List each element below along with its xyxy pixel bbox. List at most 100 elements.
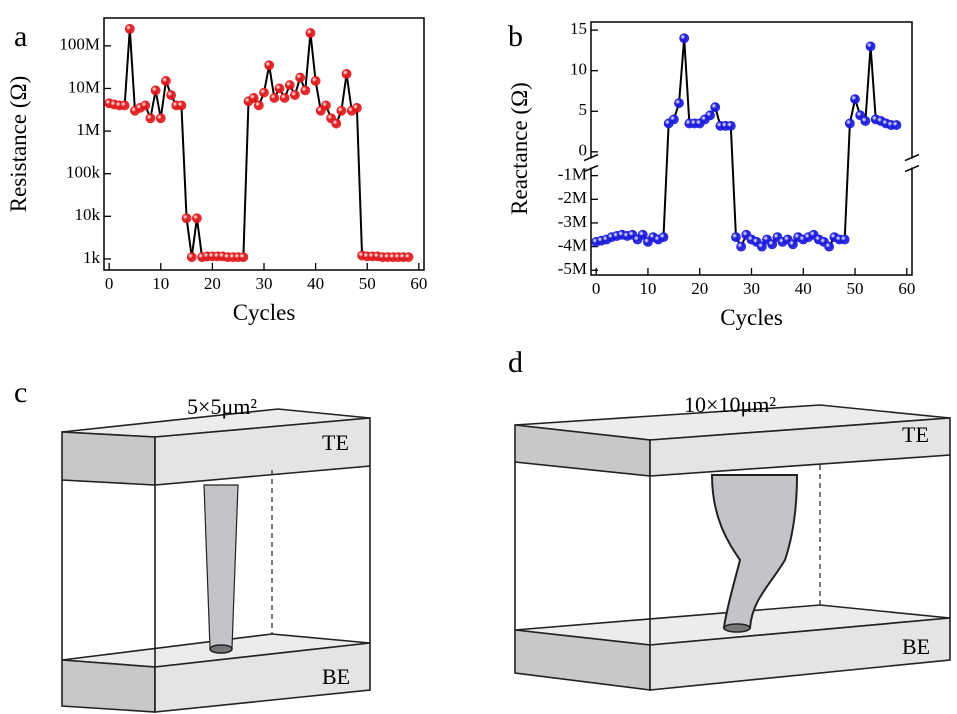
data-point <box>865 41 876 52</box>
x-tick-label: 60 <box>410 274 427 293</box>
y-tick-label: 10k <box>75 205 101 224</box>
data-point <box>161 76 171 86</box>
filament <box>203 484 239 649</box>
data-line <box>595 38 897 249</box>
data-point <box>253 100 264 111</box>
data-point <box>839 234 850 245</box>
x-tick-label: 50 <box>847 279 864 298</box>
electrode-label: BE <box>902 634 930 659</box>
x-tick-label: 60 <box>898 279 915 298</box>
data-point <box>305 28 316 38</box>
data-point <box>274 83 285 94</box>
data-point <box>321 100 331 111</box>
axis-break-mark <box>583 153 599 162</box>
x-axis-title: Cycles <box>233 300 296 325</box>
electrode-label: TE <box>902 422 929 447</box>
x-tick-label: 20 <box>691 279 708 298</box>
x-tick-label: 10 <box>152 274 169 293</box>
plot-frame <box>103 17 425 271</box>
filament-base <box>209 644 233 654</box>
data-point <box>668 114 679 125</box>
y-axis-title: Resistance (Ω) <box>6 76 31 213</box>
data-point <box>140 100 151 111</box>
panel-label: d <box>508 346 523 379</box>
x-tick-label: 40 <box>307 274 324 293</box>
data-point <box>269 93 280 103</box>
data-point <box>637 229 648 240</box>
x-tick-label: 40 <box>795 279 812 298</box>
y-tick-label: 10 <box>570 60 587 79</box>
data-point <box>176 100 187 111</box>
y-tick-label: -4M <box>558 236 587 255</box>
data-point <box>844 118 855 129</box>
panel-label: c <box>14 376 27 409</box>
data-point <box>300 85 311 96</box>
data-point <box>824 241 835 252</box>
y-tick-label: -3M <box>558 212 587 231</box>
data-point <box>731 232 741 243</box>
data-point <box>295 72 306 83</box>
data-point <box>284 80 295 90</box>
data-point <box>850 94 860 104</box>
data-point <box>679 33 690 44</box>
data-point <box>124 23 135 34</box>
data-point <box>119 100 130 111</box>
data-point <box>186 252 197 263</box>
data-point <box>710 102 721 113</box>
panel-label: b <box>508 20 523 53</box>
data-point <box>181 213 192 224</box>
data-point <box>788 239 798 250</box>
y-tick-label: 5 <box>579 100 588 119</box>
x-tick-label: 0 <box>592 279 601 298</box>
data-point <box>403 252 414 263</box>
electrode-label: TE <box>322 430 349 455</box>
x-tick-label: 20 <box>204 274 221 293</box>
y-tick-label: 1k <box>83 248 101 267</box>
y-tick-label: -5M <box>558 259 587 278</box>
data-point <box>248 93 259 103</box>
device-diagram <box>61 408 371 713</box>
axis-break-gap <box>588 158 594 168</box>
data-point <box>767 239 778 250</box>
data-point <box>166 90 176 100</box>
data-point <box>279 93 290 103</box>
y-tick-label: 10M <box>68 77 100 96</box>
data-point <box>756 241 767 252</box>
data-point <box>891 120 902 130</box>
data-point <box>341 68 352 79</box>
x-tick-label: 10 <box>639 279 656 298</box>
data-point <box>145 113 156 124</box>
data-point <box>310 76 321 86</box>
data-line <box>108 28 409 259</box>
y-tick-label: 15 <box>570 19 587 38</box>
y-tick-label: 100M <box>59 35 100 54</box>
data-point <box>725 120 736 131</box>
data-point <box>705 110 715 121</box>
data-point <box>658 232 669 243</box>
data-point <box>238 252 249 263</box>
x-tick-label: 0 <box>105 274 114 293</box>
data-point <box>736 241 747 252</box>
axis-break-mark <box>583 164 599 173</box>
data-point <box>150 85 161 96</box>
y-tick-label: -2M <box>558 188 587 207</box>
panel-label: a <box>14 20 27 53</box>
device-diagram <box>514 404 951 691</box>
y-tick-label: 100k <box>66 163 101 182</box>
axis-break-gap <box>909 158 915 168</box>
data-point <box>259 87 269 98</box>
filament-base <box>723 623 751 633</box>
data-point <box>336 105 347 116</box>
y-tick-label: -1M <box>558 165 587 184</box>
x-axis-title: Cycles <box>720 305 783 330</box>
plate-face <box>61 431 156 486</box>
area-label: 5×5μm² <box>187 394 257 419</box>
filament <box>710 474 799 629</box>
axis-break-mark <box>904 153 920 162</box>
area-label: 10×10μm² <box>684 392 776 417</box>
plate-face <box>61 659 156 713</box>
y-tick-label: 0 <box>579 141 588 160</box>
electrode-label: BE <box>322 664 350 689</box>
data-point <box>290 90 300 100</box>
